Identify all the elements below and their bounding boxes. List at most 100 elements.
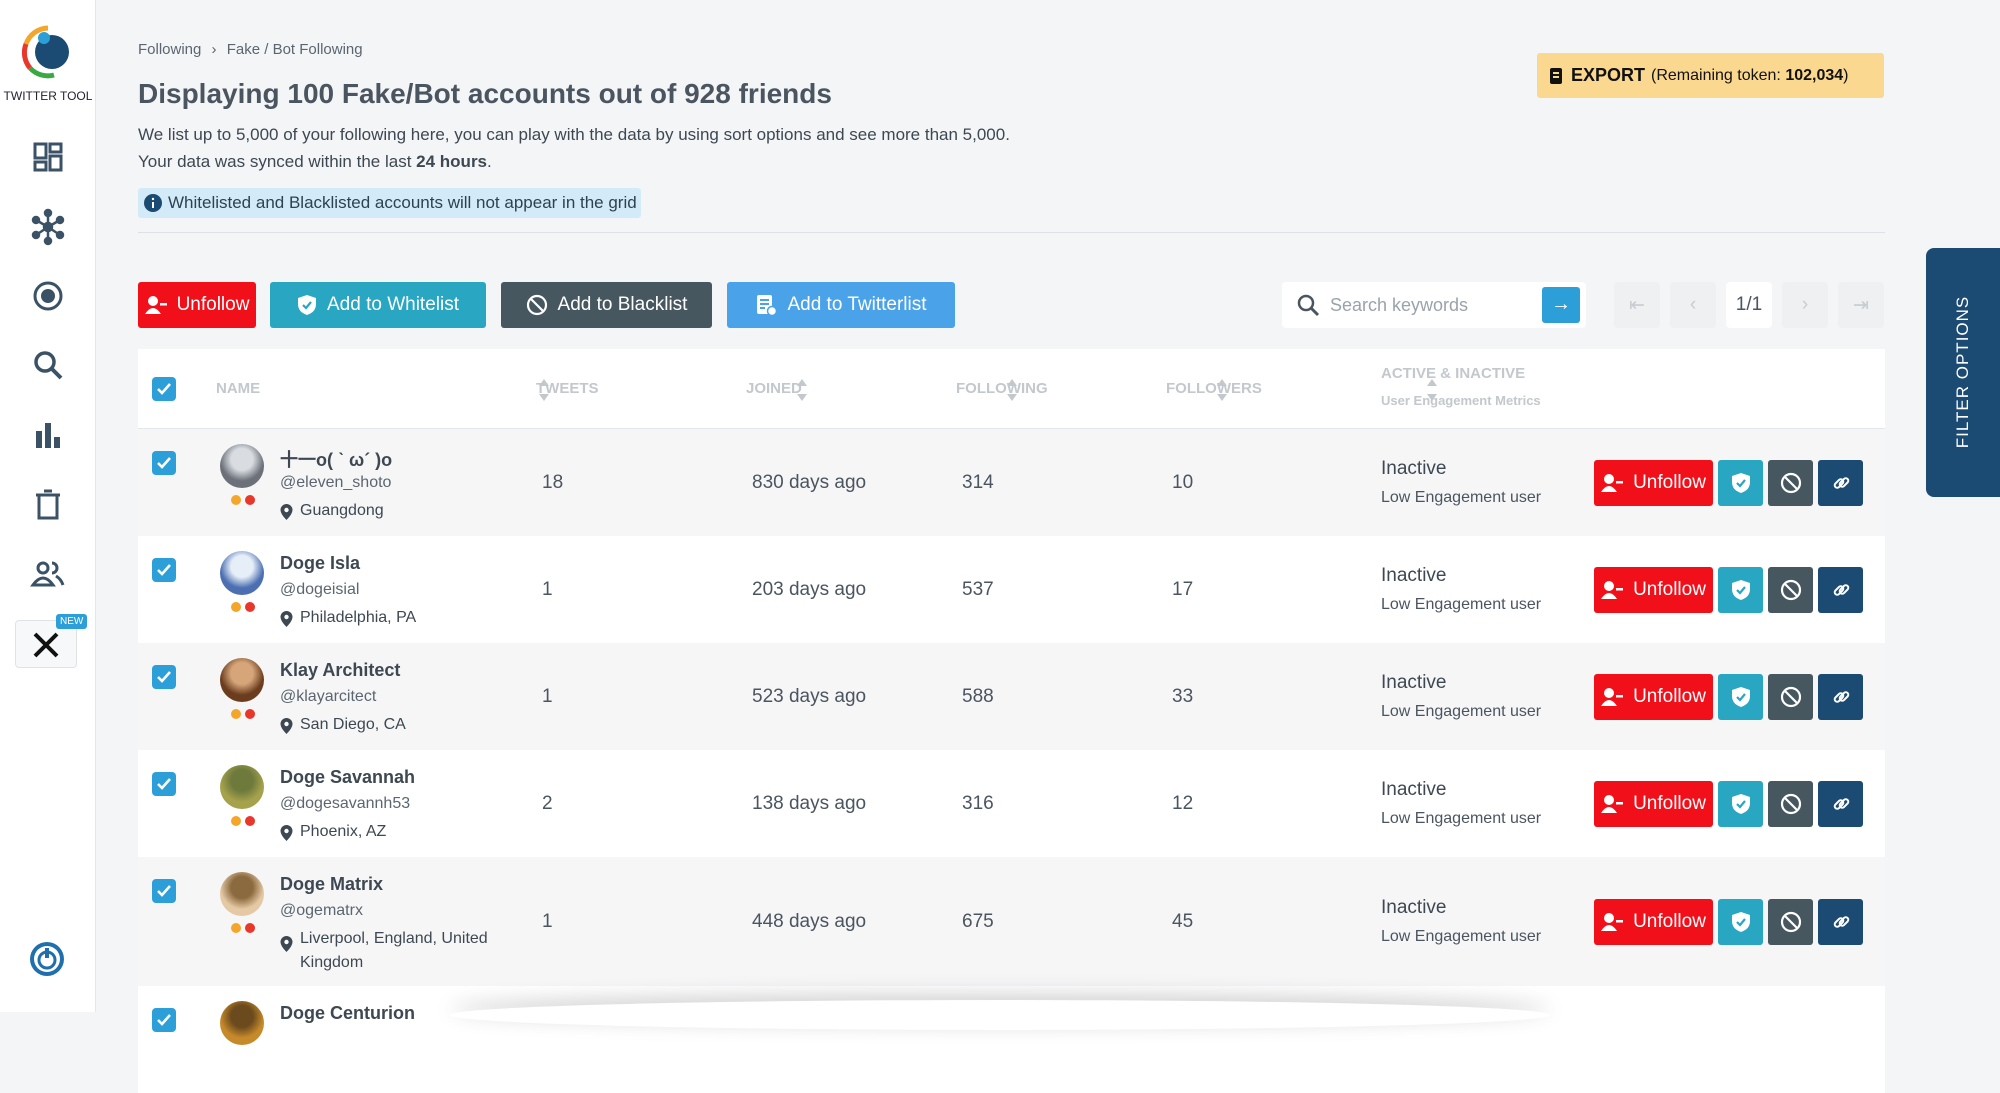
- checkbox[interactable]: [152, 451, 176, 475]
- checkbox[interactable]: [152, 665, 176, 689]
- text: .: [487, 152, 492, 171]
- user-handle: @dogeisial: [280, 581, 360, 598]
- column-header: ACTIVE & INACTIVE: [1381, 365, 1526, 382]
- unfollow-button[interactable]: Unfollow: [1594, 566, 1713, 613]
- whitelist-button[interactable]: [1718, 459, 1763, 506]
- action-button[interactable]: Add to Whitelist: [270, 282, 486, 328]
- action-button[interactable]: Add to Twitterlist: [727, 282, 955, 328]
- text: (Remaining token:: [1651, 66, 1781, 84]
- whitelist-button[interactable]: [1718, 566, 1763, 613]
- page-nav[interactable]: ›: [1782, 282, 1828, 328]
- search-box[interactable]: Search keywords →: [1282, 282, 1586, 328]
- logout[interactable]: [28, 940, 66, 978]
- unfollow-button[interactable]: Unfollow: [1594, 673, 1713, 720]
- user-name[interactable]: Doge Savannah: [280, 767, 416, 787]
- avatar[interactable]: [220, 658, 264, 702]
- location-text: Guangdong: [300, 502, 384, 519]
- action-button[interactable]: Unfollow: [138, 282, 256, 328]
- nav-users[interactable]: [28, 554, 68, 594]
- user-name[interactable]: Doge Isla: [280, 553, 361, 573]
- new-badge: NEW: [56, 614, 88, 629]
- avatar[interactable]: [220, 444, 264, 488]
- link-button[interactable]: [1818, 780, 1863, 827]
- nav-search[interactable]: [28, 345, 68, 385]
- avatar[interactable]: [220, 1001, 264, 1045]
- blacklist-button[interactable]: [1768, 898, 1813, 945]
- checkbox[interactable]: [152, 772, 176, 796]
- engagement: Low Engagement user: [1381, 488, 1542, 506]
- page-nav[interactable]: ⇥: [1838, 282, 1884, 328]
- user-name[interactable]: Doge Matrix: [280, 874, 384, 894]
- blacklist-button[interactable]: [1768, 459, 1813, 506]
- user-name[interactable]: 十一o( ˋ ω´ )o: [280, 450, 393, 470]
- action-button[interactable]: Add to Blacklist: [501, 282, 712, 328]
- icon: [526, 294, 547, 316]
- icon: [1601, 580, 1624, 599]
- icon: [1833, 690, 1849, 703]
- sync-info: Your data was synced within the last 24 …: [138, 152, 492, 172]
- export-button[interactable]: EXPORT (Remaining token: 102,034): [1537, 53, 1884, 98]
- user-name[interactable]: Klay Architect: [280, 660, 401, 680]
- status-dots: [231, 814, 259, 826]
- table-header: NAME TWEETS JOINED FOLLOWING FOLLOWERS ACTIVE…: [138, 349, 1885, 429]
- nav-dashboard[interactable]: [28, 137, 68, 177]
- column-header[interactable]: TWEETS: [536, 380, 599, 397]
- nav-target[interactable]: [28, 276, 68, 316]
- column-header[interactable]: FOLLOWERS: [1166, 380, 1262, 397]
- page-nav[interactable]: ⇤: [1614, 282, 1660, 328]
- nav-network[interactable]: [28, 207, 68, 247]
- crumb: Fake / Bot Following: [226, 41, 363, 58]
- user-handle: @ogematrx: [280, 902, 363, 919]
- icon: [144, 296, 167, 314]
- user-name[interactable]: Doge Centurion: [280, 1003, 415, 1023]
- user-handle: @dogesavannh53: [280, 795, 411, 812]
- blacklist-button[interactable]: [1768, 780, 1813, 827]
- unfollow-button[interactable]: Unfollow: [1594, 780, 1713, 827]
- whitelist-button[interactable]: [1718, 780, 1763, 827]
- column-header[interactable]: JOINED: [746, 380, 802, 397]
- brand: TWITTER TOOL: [3, 89, 93, 103]
- whitelist-button[interactable]: [1718, 673, 1763, 720]
- column-header[interactable]: FOLLOWING: [956, 380, 1048, 397]
- nav-trash[interactable]: [28, 485, 68, 525]
- icon: [1731, 472, 1750, 493]
- cell-followers: 17: [1172, 578, 1194, 600]
- location-text: San Diego, CA: [300, 716, 406, 733]
- cell-following: 314: [962, 471, 994, 493]
- checkbox[interactable]: [152, 558, 176, 582]
- icon: [1780, 686, 1801, 707]
- nav-stats[interactable]: [28, 415, 68, 455]
- crumb[interactable]: Following: [138, 41, 202, 58]
- action-label: Add to Twitterlist: [787, 294, 927, 315]
- status: Inactive: [1381, 778, 1447, 800]
- whitelist-button[interactable]: [1718, 898, 1763, 945]
- avatar[interactable]: [220, 765, 264, 809]
- blacklist-button[interactable]: [1768, 566, 1813, 613]
- page-nav[interactable]: ‹: [1670, 282, 1716, 328]
- status: Inactive: [1381, 671, 1447, 693]
- checkbox[interactable]: [152, 879, 176, 903]
- avatar[interactable]: [220, 551, 264, 595]
- link-button[interactable]: [1818, 459, 1863, 506]
- unfollow-button[interactable]: Unfollow: [1594, 459, 1713, 506]
- sort-arrows: [796, 376, 808, 404]
- link-button[interactable]: [1818, 566, 1863, 613]
- search-submit[interactable]: →: [1542, 287, 1580, 323]
- link-button[interactable]: [1818, 898, 1863, 945]
- icon: [298, 295, 316, 315]
- column-header[interactable]: NAME: [216, 380, 261, 397]
- engagement: Low Engagement user: [1381, 809, 1542, 827]
- unfollow-button[interactable]: Unfollow: [1594, 898, 1713, 945]
- cell-joined: 523 days ago: [752, 685, 867, 707]
- link-button[interactable]: [1818, 673, 1863, 720]
- action-label: Unfollow: [176, 294, 250, 315]
- blacklist-button[interactable]: [1768, 673, 1813, 720]
- unfollow-label: Unfollow: [1633, 578, 1706, 600]
- avatar[interactable]: [220, 872, 264, 916]
- checkbox[interactable]: [152, 377, 176, 401]
- cell-tweets: 18: [542, 471, 564, 493]
- filter-tab[interactable]: FILTER OPTIONS: [1926, 248, 2000, 497]
- status: Inactive: [1381, 457, 1447, 479]
- table-row: Doge Matrix @ogematrx Liverpool, England, …: [138, 857, 1885, 986]
